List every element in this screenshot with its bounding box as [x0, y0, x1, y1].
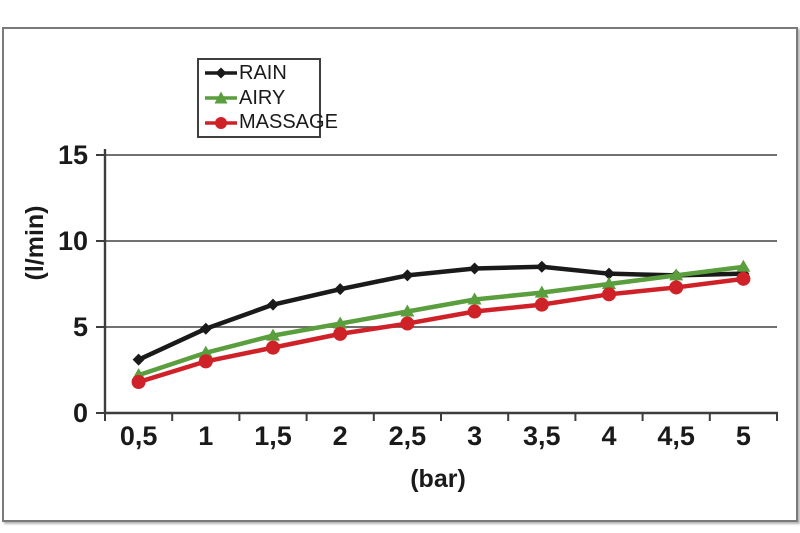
diamond-legend-icon: [205, 67, 237, 79]
circle-legend-icon: [205, 116, 237, 129]
y-tick-label: 15: [57, 140, 88, 170]
x-tick-label: 5: [735, 421, 751, 451]
x-tick-label: 1: [198, 421, 214, 451]
legend-label: RAIN: [239, 61, 287, 84]
legend-item-massage: MASSAGE: [204, 111, 338, 134]
legend-label: AIRY: [239, 86, 286, 109]
x-tick-label: 2: [332, 421, 348, 451]
y-tick-label: 5: [72, 312, 88, 342]
y-tick-label: 10: [57, 226, 88, 256]
legend-box: RAIN AIRY MASSAGE: [197, 58, 338, 138]
x-axis-title: (bar): [410, 465, 466, 493]
legend-item-airy: AIRY: [204, 87, 319, 110]
x-tick-label: 4,5: [657, 421, 695, 451]
x-tick-label: 0,5: [119, 421, 158, 451]
x-tick-label: 3,5: [523, 421, 561, 451]
x-tick-label: 2,5: [388, 421, 427, 451]
x-tick-label: 3: [467, 421, 483, 451]
triangle-legend-icon: [205, 91, 237, 104]
legend-label: MASSAGE: [239, 111, 338, 134]
x-tick-label: 4: [601, 421, 617, 451]
x-tick-label: 1,5: [254, 421, 292, 451]
legend-item-rain: RAIN: [204, 62, 319, 85]
y-tick-label: 0: [72, 398, 88, 428]
